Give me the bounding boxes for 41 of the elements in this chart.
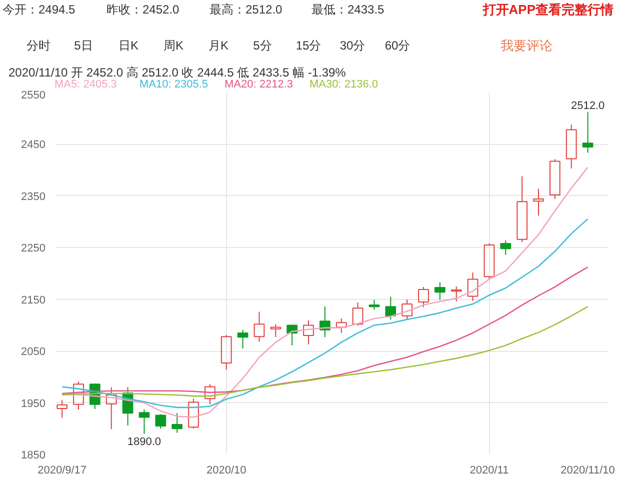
- x-tick-label: 2020/9/17: [38, 464, 87, 476]
- text: 我要评论: [500, 38, 552, 53]
- candlestick: [56, 400, 68, 418]
- chart-subtitle: 2020/11/10 开 2452.0 高 2512.0 收 2444.5 低 2433.5 幅 -1.39%: [8, 66, 346, 80]
- x-tick-label: 2020/11: [470, 464, 509, 476]
- text: 最高：2512.0: [210, 2, 283, 16]
- text: 30分: [340, 38, 366, 52]
- y-tick-label: 1850: [21, 450, 46, 462]
- y-tick-label: 1950: [21, 398, 46, 410]
- annotation: 1890.0: [127, 436, 162, 448]
- line-series: [61, 166, 588, 418]
- candlestick: [533, 188, 544, 216]
- text: 5日: [74, 38, 93, 52]
- candlestick: [254, 311, 265, 342]
- text: 昨收：2452.0: [106, 2, 180, 16]
- text: 打开APP查看完整行情: [482, 2, 614, 17]
- text: MA30: 2136.0: [310, 78, 378, 90]
- text: 5分: [253, 38, 272, 52]
- y-tick-label: 2150: [21, 294, 46, 306]
- text: 日K: [118, 38, 139, 52]
- text: 周K: [164, 38, 184, 52]
- text: 最低：2433.5: [312, 2, 385, 16]
- x-tick-label: 2020/11/10: [560, 464, 615, 476]
- text: MA20: 2212.3: [224, 78, 293, 90]
- x-tick-label: 2020/10: [206, 464, 246, 476]
- text: 60分: [384, 38, 410, 52]
- y-tick-label: 2450: [21, 139, 46, 152]
- text: 15分: [296, 38, 322, 52]
- y-tick-label: 2350: [21, 190, 46, 203]
- text: 今开：2494.5: [2, 2, 76, 16]
- text: 月K: [208, 38, 229, 52]
- y-tick-label: 2050: [21, 346, 46, 358]
- y-tick-label: 2550: [21, 90, 46, 102]
- text: 分时: [26, 38, 50, 52]
- candlestick: [204, 384, 216, 405]
- text: MA10: 2305.5: [140, 78, 208, 90]
- candlestick: [270, 324, 282, 338]
- candlestick: [172, 412, 182, 434]
- y-tick-label: 2250: [21, 242, 46, 255]
- text: MA5: 2405.3: [54, 78, 117, 90]
- annotation: 2512.0: [570, 100, 605, 112]
